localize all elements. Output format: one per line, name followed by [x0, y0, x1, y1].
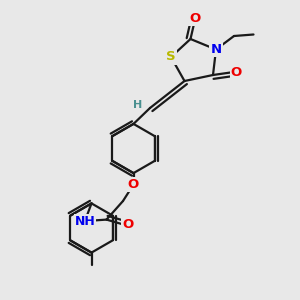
Text: S: S — [166, 50, 176, 64]
Text: O: O — [122, 218, 134, 232]
Text: H: H — [133, 100, 142, 110]
Text: O: O — [231, 65, 242, 79]
Text: NH: NH — [74, 214, 95, 228]
Text: O: O — [128, 178, 139, 191]
Text: N: N — [210, 43, 222, 56]
Text: O: O — [189, 12, 201, 26]
